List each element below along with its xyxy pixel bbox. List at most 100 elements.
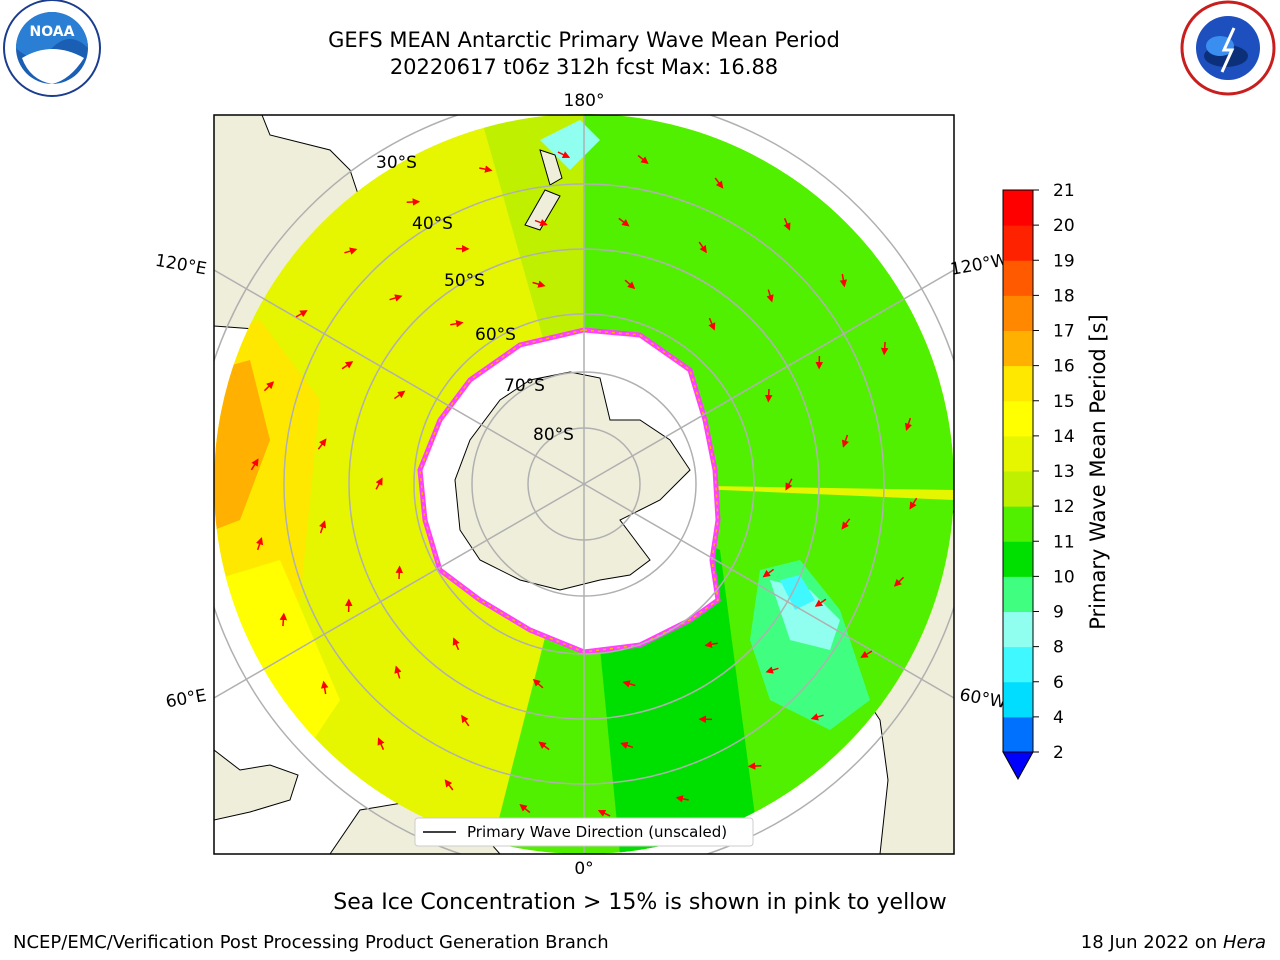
lon-label-upper-left: 120°E: [154, 251, 208, 280]
colorbar-tick-label: 21: [1053, 181, 1075, 201]
colorbar-tick-label: 17: [1053, 322, 1075, 342]
lon-label-upper-right: 120°W: [949, 250, 1010, 280]
wave-direction-arrow: [597, 809, 611, 817]
colorbar-tick-label: 20: [1053, 216, 1075, 236]
colorbar-segment: [1003, 646, 1033, 683]
wave-direction-arrow: [620, 741, 634, 749]
lat-label-40s: 40°S: [412, 214, 453, 234]
colorbar-tick-label: 12: [1053, 497, 1075, 517]
wave-direction-arrow: [444, 779, 454, 791]
colorbar: 2 4 6 8 9 10 11 12 13 14 15 16 17 18 19 20 21: [1002, 181, 1075, 781]
wave-direction-arrow: [622, 680, 636, 688]
wave-direction-arrow: [389, 294, 403, 302]
wave-direction-arrow: [534, 219, 548, 227]
graticule: [214, 115, 954, 854]
wave-direction-arrow: [714, 177, 724, 189]
wave-direction-arrow: [377, 737, 385, 750]
wave-direction-arrow: [762, 568, 775, 578]
wave-direction-arrow: [375, 477, 383, 490]
wave-direction-arrow: [479, 165, 493, 173]
colorbar-tick-label: 13: [1053, 462, 1075, 482]
wave-direction-arrow: [893, 576, 905, 587]
wave-direction-arrow: [394, 665, 402, 679]
sea-ice-edge: [419, 329, 719, 653]
nws-logo: [1180, 0, 1276, 96]
colorbar-extend-triangle: [1002, 751, 1034, 781]
wave-direction-arrow: [637, 154, 649, 164]
svg-text:NOAA: NOAA: [30, 24, 75, 40]
wave-direction-arrow: [519, 804, 531, 814]
sea-ice-note: Sea Ice Concentration > 15% is shown in …: [333, 890, 947, 915]
wave-direction-arrow: [532, 280, 546, 288]
colorbar-tick-label: 18: [1053, 286, 1075, 306]
wave-direction-arrow: [532, 678, 544, 689]
wave-direction-arrow: [839, 273, 848, 288]
colorbar-segment: [1003, 471, 1033, 507]
chart-title: GEFS MEAN Antarctic Primary Wave Mean Pe…: [328, 28, 840, 52]
wave-direction-arrow: [841, 518, 851, 530]
colorbar-label: Primary Wave Mean Period [s]: [1086, 314, 1110, 630]
colorbar-tick-label: 14: [1053, 427, 1075, 447]
noaa-logo: NOAA: [3, 0, 101, 97]
wave-direction-arrow: [393, 390, 406, 400]
lat-label-70s: 70°S: [504, 376, 545, 396]
colorbar-segment: [1003, 190, 1033, 226]
colorbar-segment: [1003, 365, 1033, 402]
lon-label-top: 180°: [564, 91, 605, 111]
wave-direction-arrow: [880, 341, 889, 356]
wave-direction-arrow: [785, 478, 793, 491]
colorbar-segment: [1003, 611, 1033, 648]
lat-label-60s: 60°S: [475, 325, 516, 345]
colorbar-segment: [1003, 435, 1033, 472]
wave-direction-arrow: [557, 151, 571, 159]
wave-direction-arrow: [624, 279, 636, 290]
wave-direction-arrow: [452, 637, 460, 651]
wave-direction-arrow: [675, 795, 689, 803]
legend-label: Primary Wave Direction (unscaled): [467, 823, 727, 841]
wave-direction-arrow: [250, 458, 259, 471]
wave-direction-arrow: [461, 714, 470, 727]
wave-direction-arrow: [395, 565, 404, 579]
wave-direction-arrow: [618, 217, 630, 227]
host-text: Hera: [1222, 932, 1266, 953]
wave-direction-arrow: [783, 218, 791, 231]
colorbar-tick-label: 19: [1053, 251, 1075, 271]
wave-direction-arrow: [698, 241, 707, 254]
wave-direction-arrow: [319, 520, 327, 534]
lon-label-lower-left: 60°E: [164, 686, 208, 713]
wave-direction-arrow: [909, 497, 918, 510]
lat-label-80s: 80°S: [533, 425, 574, 445]
date-text: 18 Jun 2022 on: [1080, 932, 1223, 953]
colorbar-tick-label: 11: [1053, 532, 1075, 552]
wave-direction-arrow: [904, 417, 913, 431]
wave-direction-arrow: [747, 762, 762, 770]
lat-label-50s: 50°S: [444, 271, 485, 291]
wave-direction-arrow: [263, 381, 275, 392]
wave-direction-arrow: [317, 438, 327, 450]
wave-direction-arrow: [538, 741, 550, 751]
colorbar-segment: [1003, 225, 1033, 261]
colorbar-segment: [1003, 400, 1033, 437]
colorbar-tick-label: 16: [1053, 357, 1075, 377]
wave-direction-arrow: [704, 640, 718, 648]
lon-label-lower-right: 60°W: [958, 685, 1008, 713]
wave-direction-arrow: [406, 198, 421, 206]
colorbar-segment: [1003, 716, 1033, 753]
colorbar-tick-label: 8: [1053, 638, 1064, 658]
wave-direction-arrow: [320, 680, 329, 695]
wave-direction-arrow: [766, 289, 774, 303]
colorbar-tick-label: 10: [1053, 567, 1075, 587]
antarctica-land: [454, 371, 691, 591]
colorbar-segment: [1003, 330, 1033, 367]
wave-direction-arrow: [255, 537, 264, 551]
lon-label-bottom: 0°: [574, 859, 593, 879]
wave-direction-arrow: [764, 389, 773, 403]
wave-direction-arrow: [841, 434, 849, 448]
wave-direction-arrow: [708, 317, 716, 331]
colorbar-tick-label: 2: [1053, 743, 1064, 763]
legend: Primary Wave Direction (unscaled): [414, 817, 754, 847]
credit-text: NCEP/EMC/Verification Post Processing Pr…: [13, 932, 609, 953]
wave-direction-arrow: [341, 361, 354, 370]
map-frame: [213, 114, 955, 855]
